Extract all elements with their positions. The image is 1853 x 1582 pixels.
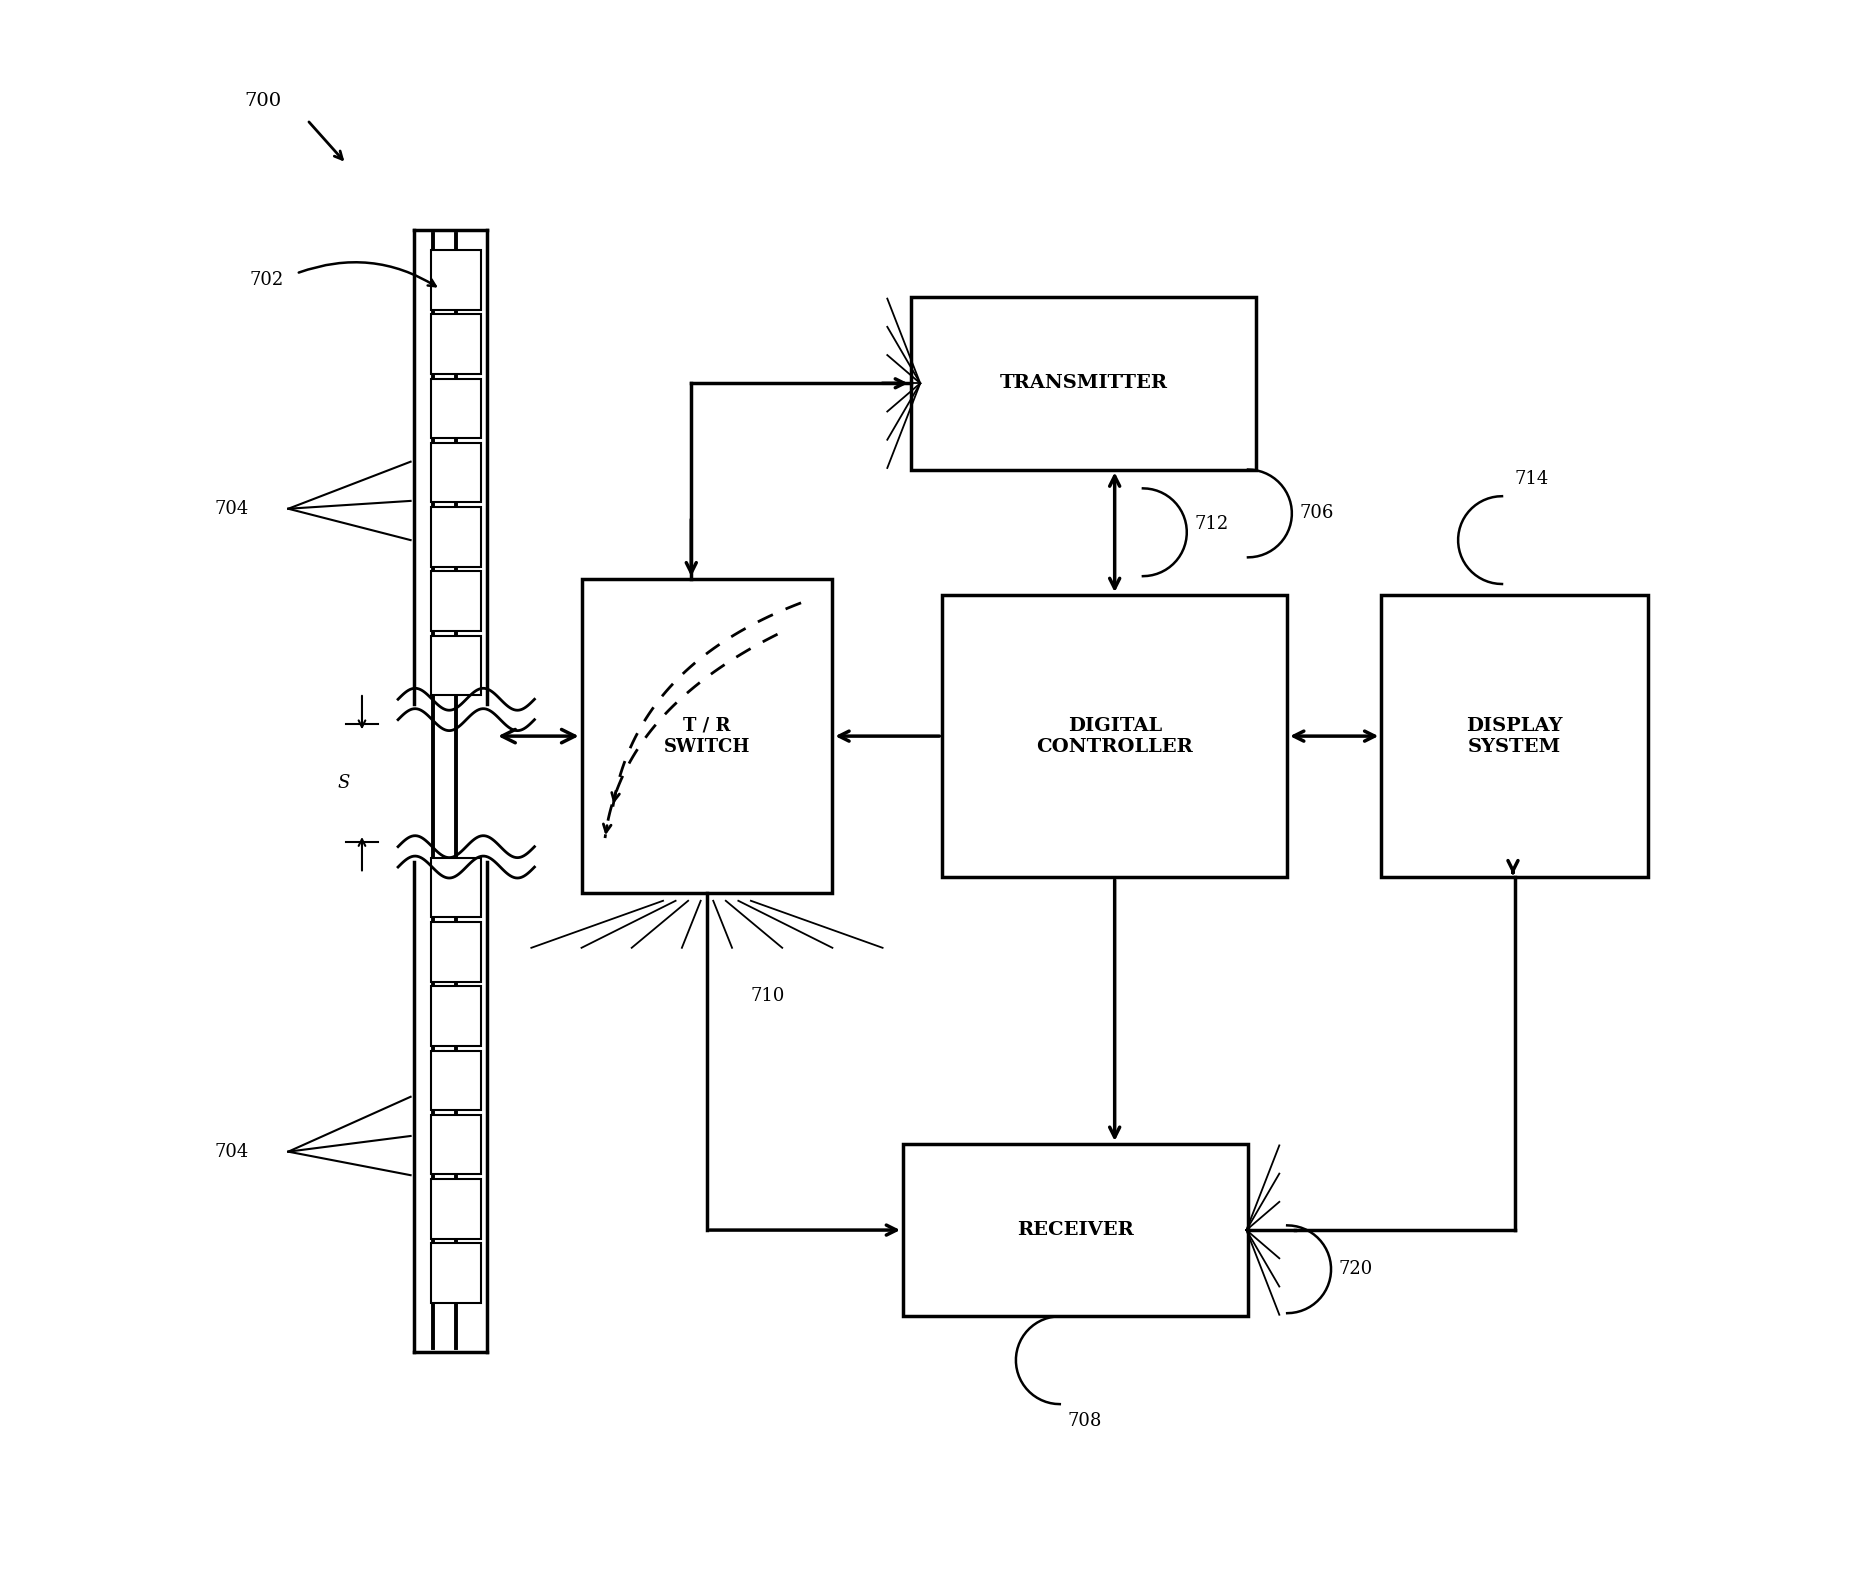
Text: TRANSMITTER: TRANSMITTER <box>999 375 1167 392</box>
Text: 700: 700 <box>245 92 282 111</box>
Bar <box>432 1050 482 1111</box>
Bar <box>432 636 482 696</box>
Text: T / R
SWITCH: T / R SWITCH <box>663 717 750 756</box>
Bar <box>912 297 1256 470</box>
Bar <box>432 1243 482 1304</box>
Bar <box>432 1115 482 1174</box>
Bar <box>582 579 832 892</box>
Bar <box>432 508 482 566</box>
Bar <box>1380 595 1647 878</box>
Text: 708: 708 <box>1067 1413 1103 1430</box>
Bar <box>432 986 482 1046</box>
Bar <box>432 250 482 310</box>
Bar <box>432 1179 482 1239</box>
Text: 706: 706 <box>1299 505 1334 522</box>
Bar <box>432 922 482 981</box>
Text: 710: 710 <box>750 987 786 1005</box>
Bar <box>432 857 482 918</box>
Bar <box>902 1144 1247 1316</box>
Text: 704: 704 <box>215 500 248 517</box>
Text: 702: 702 <box>248 271 284 290</box>
Text: 704: 704 <box>215 1142 248 1161</box>
Bar <box>432 443 482 503</box>
Text: DIGITAL
CONTROLLER: DIGITAL CONTROLLER <box>1036 717 1193 756</box>
Text: 712: 712 <box>1195 516 1229 533</box>
Bar <box>432 315 482 373</box>
Text: 714: 714 <box>1514 470 1549 489</box>
Text: 720: 720 <box>1340 1261 1373 1278</box>
Text: RECEIVER: RECEIVER <box>1017 1221 1134 1239</box>
Text: S: S <box>337 774 350 793</box>
Bar <box>432 378 482 438</box>
Bar <box>941 595 1288 878</box>
Bar <box>432 571 482 631</box>
Text: DISPLAY
SYSTEM: DISPLAY SYSTEM <box>1466 717 1562 756</box>
